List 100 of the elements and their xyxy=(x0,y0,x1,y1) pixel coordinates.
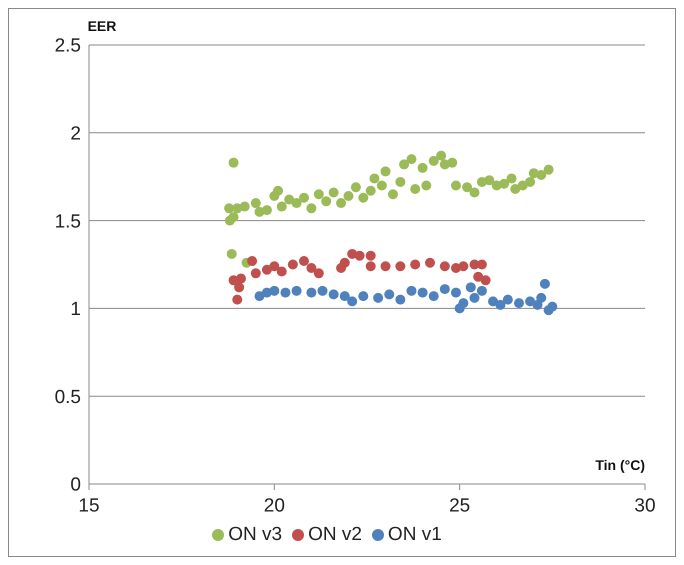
y-tick-label: 2.5 xyxy=(54,36,81,57)
point xyxy=(425,258,436,268)
point xyxy=(347,296,358,306)
point xyxy=(366,261,376,272)
point xyxy=(314,268,324,278)
point xyxy=(366,186,376,196)
legend-label: ON v1 xyxy=(388,524,442,545)
point xyxy=(495,300,506,310)
point xyxy=(440,284,450,294)
point xyxy=(306,203,316,214)
point xyxy=(373,292,384,303)
point xyxy=(395,294,406,305)
point xyxy=(298,192,309,203)
x-tick-label: 25 xyxy=(449,495,470,516)
point xyxy=(506,173,517,184)
point xyxy=(298,256,309,266)
point xyxy=(292,198,302,208)
y-axis-title: EER xyxy=(88,18,116,34)
point xyxy=(418,162,428,173)
point xyxy=(366,250,376,261)
point xyxy=(450,288,461,298)
y-tick-label: 2 xyxy=(70,124,81,145)
point xyxy=(343,191,354,202)
y-tick-label: 0 xyxy=(70,474,81,496)
point xyxy=(410,184,420,194)
point xyxy=(458,261,468,272)
point xyxy=(234,282,244,292)
point xyxy=(536,292,546,303)
point xyxy=(488,296,498,306)
point xyxy=(410,260,420,270)
legend-label: ON v3 xyxy=(228,524,282,545)
point xyxy=(250,268,261,278)
point xyxy=(380,261,391,272)
point xyxy=(499,178,510,189)
y-tick-label: 0.5 xyxy=(54,386,81,408)
point xyxy=(406,154,416,164)
point xyxy=(369,173,380,184)
point xyxy=(380,166,391,176)
point xyxy=(358,192,368,203)
point xyxy=(328,289,339,300)
point xyxy=(502,294,513,305)
point xyxy=(269,286,280,296)
point xyxy=(476,286,487,296)
point xyxy=(262,264,272,275)
point xyxy=(376,180,387,190)
point xyxy=(462,182,472,192)
y-tick-label: 1.5 xyxy=(54,211,81,232)
point xyxy=(418,288,428,298)
point xyxy=(384,289,394,300)
point xyxy=(232,294,242,305)
point xyxy=(280,288,290,298)
point xyxy=(288,260,298,270)
point xyxy=(276,202,287,212)
point xyxy=(306,288,316,298)
point xyxy=(236,274,246,284)
legend-label: ON v2 xyxy=(308,524,362,545)
point xyxy=(540,278,550,289)
point xyxy=(269,261,280,272)
point xyxy=(250,198,261,208)
point xyxy=(450,180,461,190)
point xyxy=(340,258,350,268)
point xyxy=(436,150,446,161)
point xyxy=(340,291,350,302)
point xyxy=(473,272,484,282)
point xyxy=(447,158,458,168)
point xyxy=(336,198,346,208)
point xyxy=(328,188,339,198)
point xyxy=(454,303,465,314)
point xyxy=(525,296,536,306)
point xyxy=(544,164,554,175)
point xyxy=(395,261,406,272)
point xyxy=(273,186,284,196)
point xyxy=(292,286,302,296)
point xyxy=(254,291,265,302)
point xyxy=(358,291,368,302)
point xyxy=(406,286,416,296)
point xyxy=(314,189,324,200)
point xyxy=(428,291,439,302)
point xyxy=(228,212,239,222)
point xyxy=(518,180,528,190)
x-tick-label: 30 xyxy=(634,495,656,516)
point xyxy=(318,286,328,296)
point xyxy=(399,159,410,170)
point xyxy=(440,261,450,272)
point xyxy=(536,170,546,180)
point xyxy=(321,196,332,206)
point xyxy=(469,188,480,198)
x-tick-label: 20 xyxy=(264,495,285,516)
point xyxy=(262,205,272,216)
point xyxy=(514,298,524,308)
point xyxy=(354,250,365,261)
x-axis-title: Tin (°C) xyxy=(595,456,645,473)
point xyxy=(350,182,361,192)
point xyxy=(525,176,536,187)
point xyxy=(247,256,258,266)
point xyxy=(547,302,558,312)
point xyxy=(466,282,476,292)
point xyxy=(395,176,406,187)
point xyxy=(228,158,239,168)
x-tick-label: 15 xyxy=(78,495,100,516)
